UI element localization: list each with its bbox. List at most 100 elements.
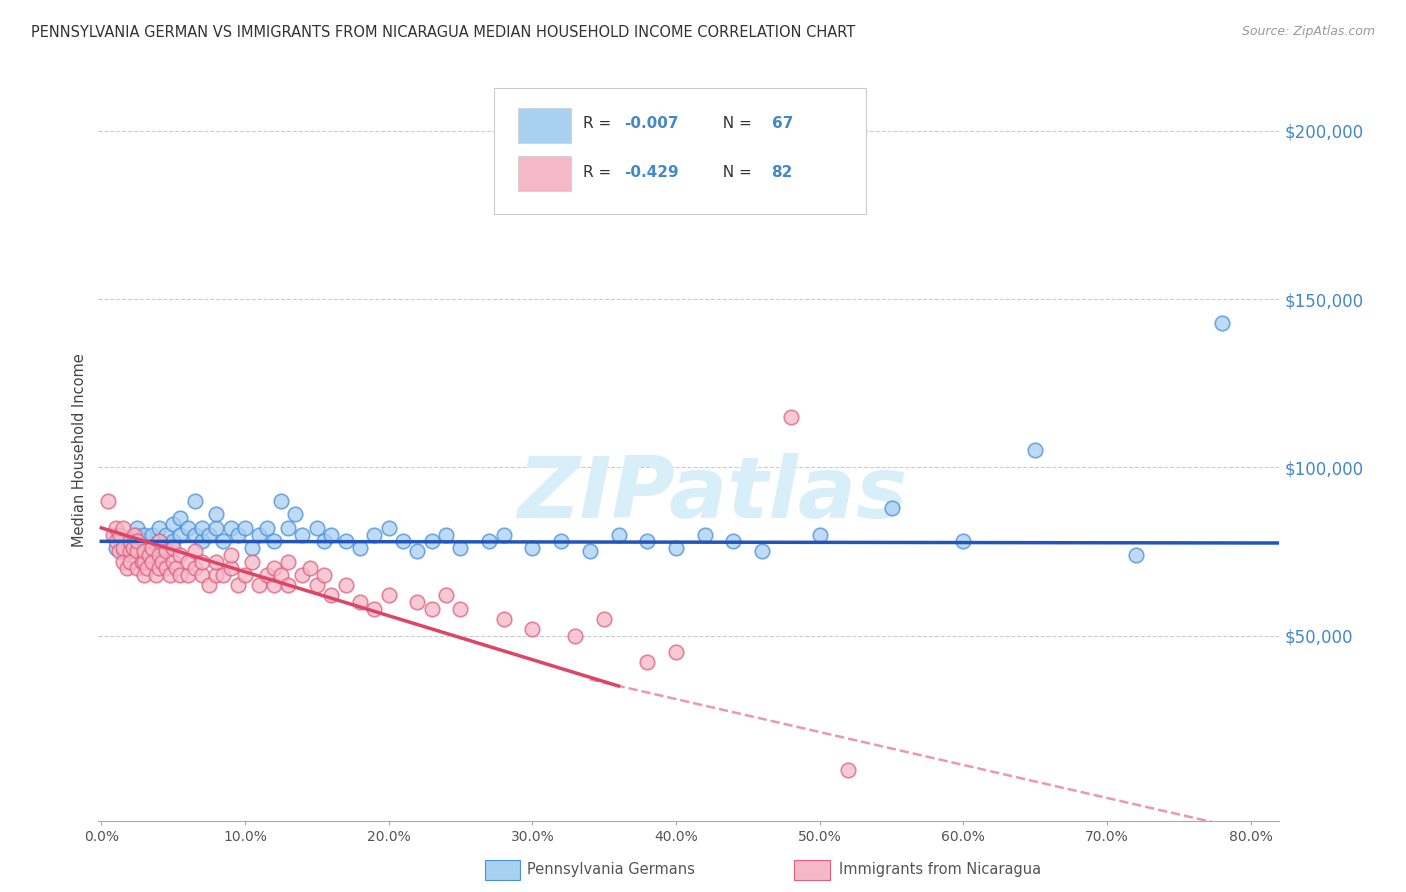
Point: [145, 568, 167, 582]
Point: [219, 521, 242, 535]
Point: [104, 541, 127, 555]
Point: [263, 534, 285, 549]
Point: [1024, 443, 1046, 458]
Text: N =: N =: [713, 165, 756, 180]
Point: [665, 645, 688, 659]
Point: [780, 409, 803, 424]
Point: [118, 534, 141, 549]
Point: [134, 568, 156, 582]
Point: [349, 595, 371, 609]
Point: [219, 561, 242, 575]
Point: [118, 554, 141, 569]
Point: [226, 578, 249, 592]
Point: [191, 521, 214, 535]
Point: [118, 534, 141, 549]
Point: [134, 544, 156, 558]
Point: [492, 527, 515, 541]
Point: [478, 534, 501, 549]
Point: [240, 541, 263, 555]
Point: [104, 521, 127, 535]
Text: R =: R =: [582, 116, 616, 131]
Y-axis label: Median Household Income: Median Household Income: [72, 353, 87, 548]
Point: [263, 561, 285, 575]
Point: [141, 527, 163, 541]
Point: [247, 578, 270, 592]
Point: [263, 578, 285, 592]
Point: [377, 588, 399, 602]
FancyBboxPatch shape: [517, 156, 571, 191]
Text: ZIPatlas: ZIPatlas: [517, 453, 908, 536]
Text: -0.007: -0.007: [624, 116, 679, 131]
Point: [578, 544, 600, 558]
Point: [277, 578, 299, 592]
Point: [212, 534, 235, 549]
Text: 82: 82: [772, 165, 793, 180]
Point: [115, 561, 138, 575]
Point: [450, 541, 472, 555]
Point: [363, 527, 385, 541]
Point: [363, 601, 385, 615]
Point: [131, 554, 153, 569]
Point: [169, 527, 191, 541]
Point: [97, 494, 120, 508]
Point: [104, 534, 127, 549]
Point: [169, 510, 191, 524]
Point: [298, 561, 321, 575]
Point: [183, 527, 205, 541]
Point: [155, 527, 177, 541]
Point: [124, 527, 146, 541]
Point: [101, 527, 124, 541]
Point: [138, 548, 160, 562]
Point: [284, 508, 307, 522]
Point: [607, 527, 630, 541]
Point: [136, 561, 159, 575]
Point: [205, 508, 228, 522]
Point: [111, 521, 134, 535]
Point: [155, 561, 177, 575]
Point: [233, 521, 256, 535]
Text: Pennsylvania Germans: Pennsylvania Germans: [527, 863, 695, 877]
Text: 67: 67: [772, 116, 793, 131]
Text: N =: N =: [713, 116, 756, 131]
Point: [321, 527, 343, 541]
Point: [111, 541, 134, 555]
Point: [270, 568, 292, 582]
Point: [522, 622, 544, 636]
Point: [665, 541, 688, 555]
Point: [127, 544, 149, 558]
Point: [636, 534, 658, 549]
Point: [122, 541, 145, 555]
Point: [751, 544, 773, 558]
Point: [420, 601, 443, 615]
Point: [162, 517, 184, 532]
Point: [141, 541, 163, 555]
Point: [150, 554, 173, 569]
Point: [270, 494, 292, 508]
Point: [141, 541, 163, 555]
Point: [880, 500, 903, 515]
Text: PENNSYLVANIA GERMAN VS IMMIGRANTS FROM NICARAGUA MEDIAN HOUSEHOLD INCOME CORRELA: PENNSYLVANIA GERMAN VS IMMIGRANTS FROM N…: [31, 25, 855, 40]
Point: [127, 534, 149, 549]
Point: [183, 544, 205, 558]
Point: [392, 534, 415, 549]
Point: [420, 534, 443, 549]
Text: -0.429: -0.429: [624, 165, 679, 180]
Point: [723, 534, 745, 549]
Point: [134, 527, 156, 541]
Point: [291, 568, 314, 582]
Point: [134, 554, 156, 569]
Point: [134, 534, 156, 549]
Point: [205, 568, 228, 582]
Point: [155, 541, 177, 555]
Point: [111, 554, 134, 569]
Point: [522, 541, 544, 555]
Point: [198, 578, 221, 592]
Point: [108, 527, 131, 541]
Point: [492, 612, 515, 626]
Point: [127, 521, 149, 535]
Point: [312, 534, 335, 549]
Point: [406, 595, 429, 609]
Point: [406, 544, 429, 558]
Point: [159, 568, 181, 582]
Point: [183, 561, 205, 575]
